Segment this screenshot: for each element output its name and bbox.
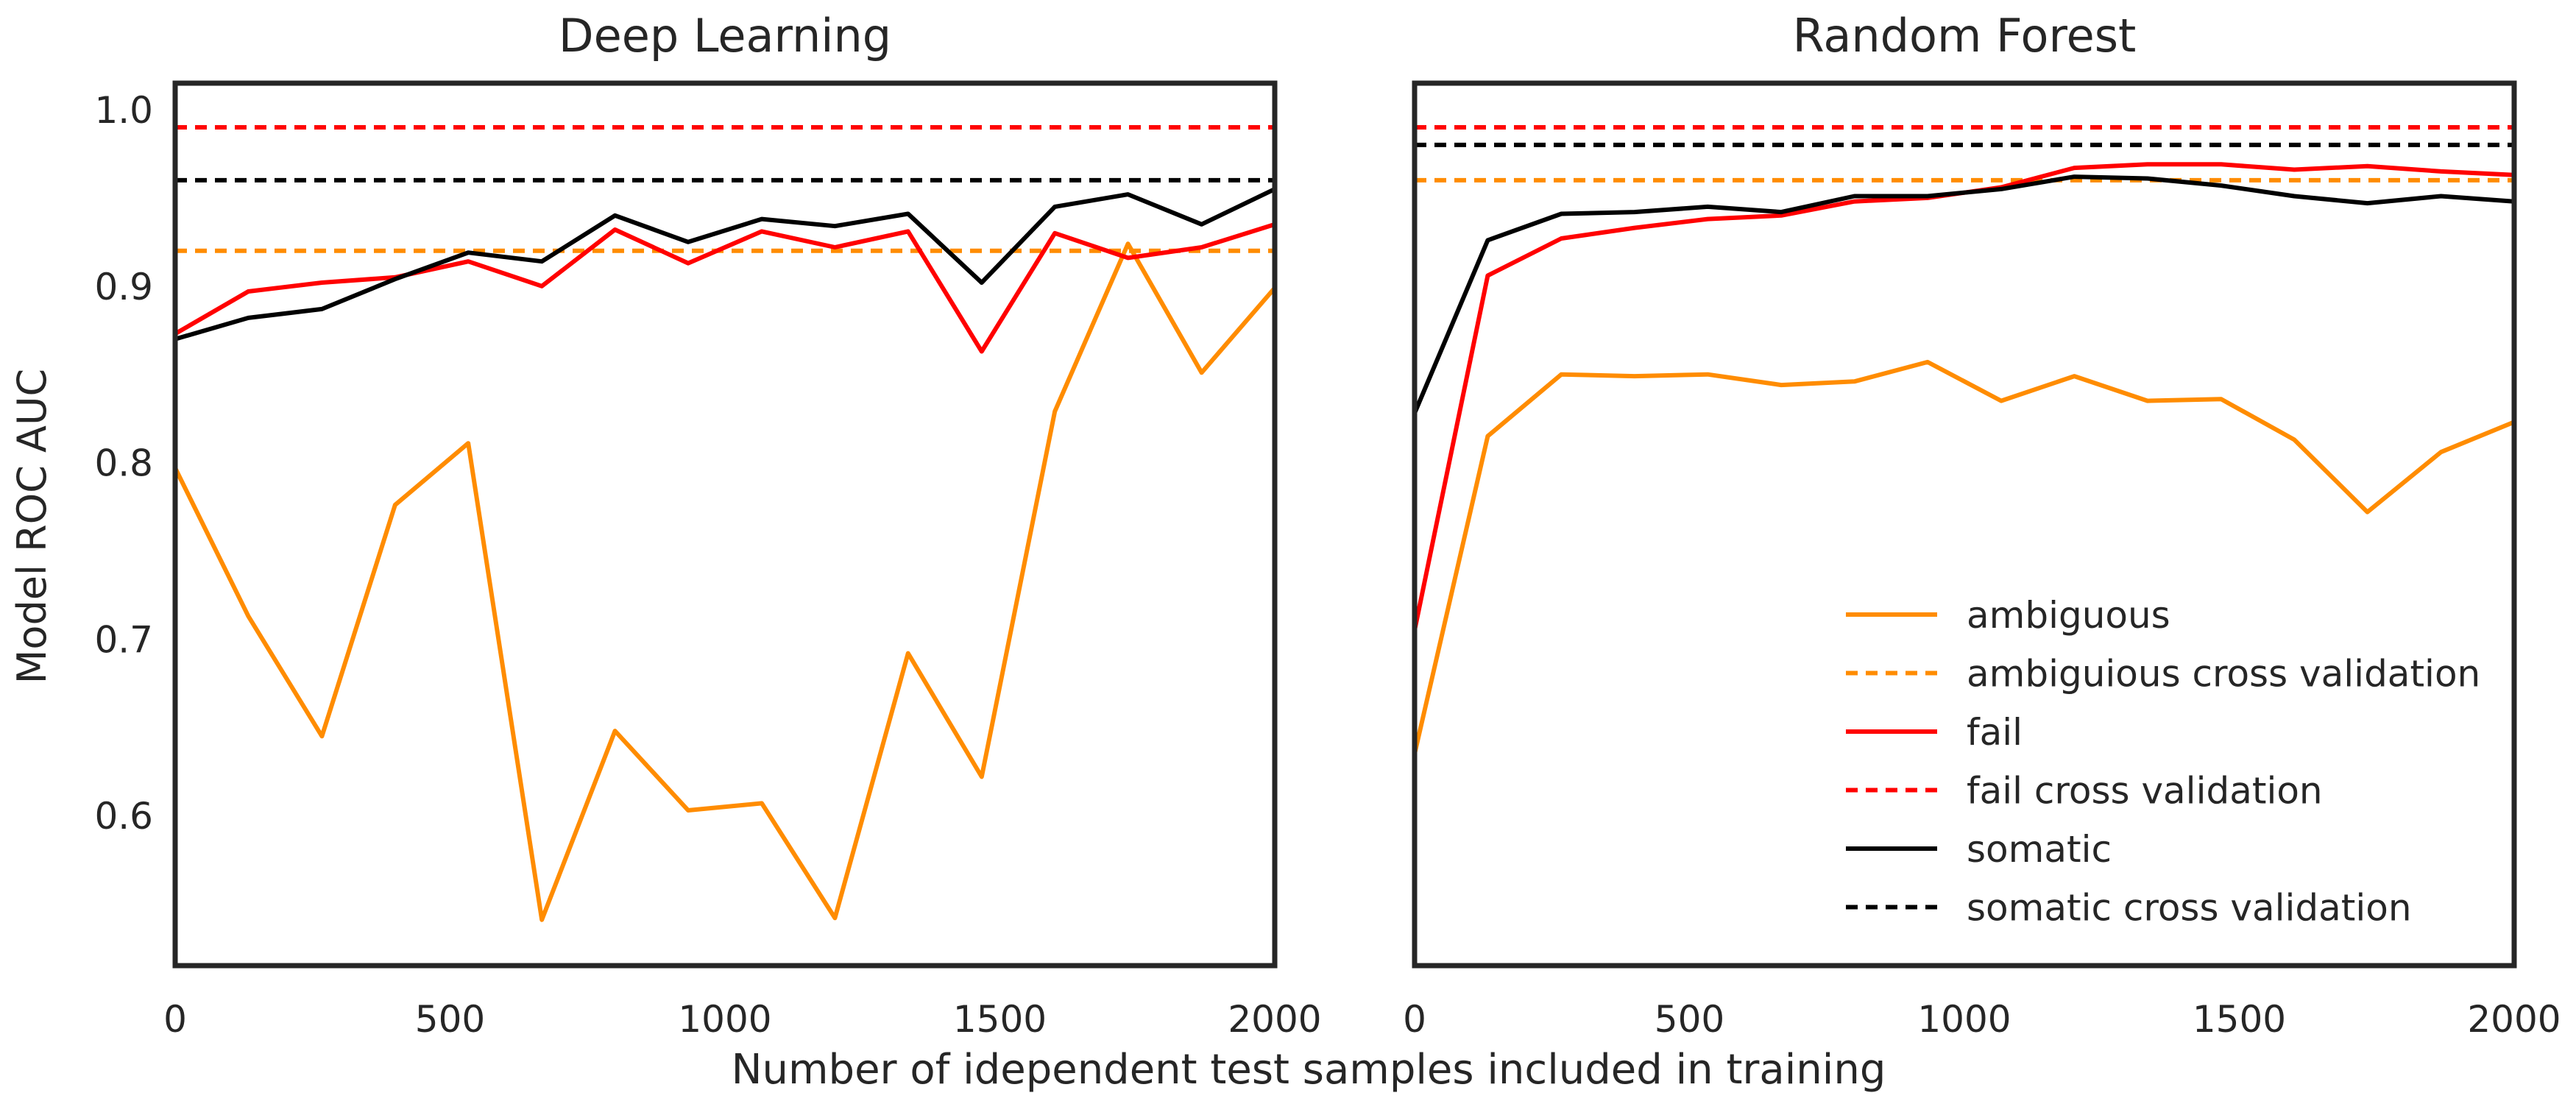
x-tick-label: 500 bbox=[415, 998, 485, 1041]
plot-area bbox=[1415, 124, 2514, 754]
legend-label-fail: fail bbox=[1967, 711, 2023, 754]
series-somatic bbox=[1415, 174, 2514, 414]
x-tick-label: 0 bbox=[163, 998, 187, 1041]
y-tick-label: 1.0 bbox=[94, 89, 153, 132]
x-tick-label: 2000 bbox=[2467, 998, 2561, 1041]
series-somatic bbox=[175, 187, 1275, 342]
series-ambiguous bbox=[1415, 359, 2514, 754]
legend-label-ambiguous: ambiguous bbox=[1967, 594, 2170, 637]
y-tick-label: 0.6 bbox=[94, 795, 153, 838]
legend-label-somatic-cross-validation: somatic cross validation bbox=[1967, 887, 2412, 930]
x-tick-label: 1500 bbox=[953, 998, 1047, 1041]
x-axis-label: Number of idependent test samples includ… bbox=[732, 1046, 1886, 1094]
legend-label-ambiguious-cross-validation: ambiguious cross validation bbox=[1967, 653, 2480, 696]
x-tick-label: 0 bbox=[1403, 998, 1426, 1041]
panel-deep-learning: Deep Learning 0 500 1000 1500 2000 0.6 0.7 0.8 0.… bbox=[94, 9, 1321, 1041]
series-ambiguous bbox=[175, 241, 1275, 922]
legend-label-somatic: somatic bbox=[1967, 828, 2112, 871]
panel-title: Random Forest bbox=[1793, 9, 2137, 63]
axes-frame bbox=[172, 80, 1278, 969]
y-tick-label: 0.8 bbox=[94, 442, 153, 485]
y-tick-label: 0.7 bbox=[94, 618, 153, 661]
plot-area bbox=[175, 124, 1275, 922]
series-fail bbox=[175, 222, 1275, 354]
x-tick-label: 500 bbox=[1655, 998, 1724, 1041]
x-tick-label: 1000 bbox=[1917, 998, 2011, 1041]
legend: ambiguous ambiguious cross validation fail… bbox=[1846, 594, 2480, 930]
series-fail bbox=[1415, 162, 2514, 631]
x-tick-label: 1000 bbox=[678, 998, 771, 1041]
x-tick-label: 1500 bbox=[2193, 998, 2286, 1041]
x-tick-label: 2000 bbox=[1228, 998, 1321, 1041]
axes-frame bbox=[1412, 80, 2517, 969]
panel-title: Deep Learning bbox=[559, 9, 891, 63]
legend-label-fail-cross-validation: fail cross validation bbox=[1967, 770, 2323, 813]
y-axis-label: Model ROC AUC bbox=[9, 369, 55, 684]
y-tick-label: 0.9 bbox=[94, 266, 153, 308]
